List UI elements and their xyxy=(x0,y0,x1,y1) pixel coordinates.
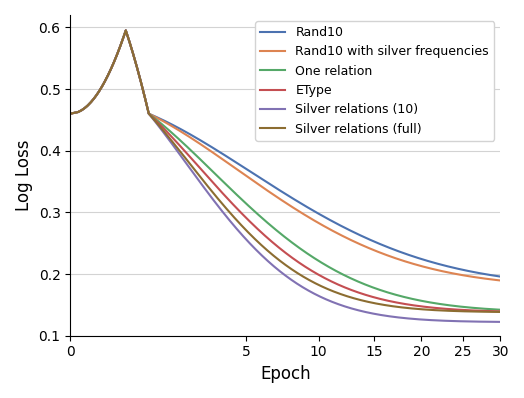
One relation xyxy=(123,28,129,33)
One relation xyxy=(348,276,354,281)
EType xyxy=(348,288,354,293)
Silver relations (full) xyxy=(348,295,354,300)
Rand10 xyxy=(493,273,499,278)
One relation xyxy=(493,307,499,312)
Silver relations (10) xyxy=(213,201,219,205)
Silver relations (full) xyxy=(67,111,73,116)
Rand10 with silver frequencies xyxy=(493,277,499,282)
EType xyxy=(493,309,499,314)
Rand10 with silver frequencies xyxy=(246,176,253,181)
Silver relations (full) xyxy=(213,193,219,198)
One relation xyxy=(469,305,475,310)
Silver relations (full) xyxy=(497,310,504,314)
EType xyxy=(333,281,340,286)
One relation xyxy=(67,111,73,116)
EType xyxy=(67,111,73,116)
Rand10 with silver frequencies xyxy=(213,152,219,157)
Rand10 with silver frequencies xyxy=(333,230,340,235)
Rand10 xyxy=(333,221,340,226)
Rand10 xyxy=(348,228,354,233)
Line: Rand10: Rand10 xyxy=(70,31,500,277)
Rand10 xyxy=(67,111,73,116)
Rand10 xyxy=(497,274,504,279)
Silver relations (full) xyxy=(469,309,475,314)
Silver relations (10) xyxy=(348,306,354,311)
One relation xyxy=(497,307,504,312)
Silver relations (full) xyxy=(493,310,499,314)
EType xyxy=(497,309,504,314)
Legend: Rand10, Rand10 with silver frequencies, One relation, EType, Silver relations (1: Rand10, Rand10 with silver frequencies, … xyxy=(255,21,494,140)
Rand10 xyxy=(469,269,475,274)
One relation xyxy=(333,269,340,274)
Silver relations (10) xyxy=(67,111,73,116)
Line: Silver relations (10): Silver relations (10) xyxy=(70,31,500,322)
Rand10 with silver frequencies xyxy=(497,278,504,283)
Silver relations (10) xyxy=(123,28,129,33)
Silver relations (10) xyxy=(493,320,499,324)
Rand10 with silver frequencies xyxy=(123,28,129,33)
Rand10 xyxy=(213,147,219,152)
X-axis label: Epoch: Epoch xyxy=(260,365,311,383)
Line: Rand10 with silver frequencies: Rand10 with silver frequencies xyxy=(70,31,500,281)
Silver relations (full) xyxy=(246,231,253,236)
Y-axis label: Log Loss: Log Loss xyxy=(15,140,33,211)
Line: EType: EType xyxy=(70,31,500,311)
Rand10 xyxy=(123,28,129,33)
Line: One relation: One relation xyxy=(70,31,500,310)
EType xyxy=(213,183,219,188)
Silver relations (10) xyxy=(469,319,475,324)
EType xyxy=(469,308,475,313)
Silver relations (10) xyxy=(497,320,504,324)
Rand10 with silver frequencies xyxy=(348,238,354,242)
Silver relations (10) xyxy=(333,301,340,306)
One relation xyxy=(246,204,253,209)
Silver relations (full) xyxy=(333,290,340,295)
EType xyxy=(123,28,129,33)
Rand10 with silver frequencies xyxy=(67,111,73,116)
Silver relations (10) xyxy=(246,241,253,246)
One relation xyxy=(213,172,219,177)
Rand10 with silver frequencies xyxy=(469,274,475,279)
Line: Silver relations (full): Silver relations (full) xyxy=(70,31,500,312)
Rand10 xyxy=(246,169,253,174)
EType xyxy=(246,219,253,224)
Silver relations (full) xyxy=(123,28,129,33)
